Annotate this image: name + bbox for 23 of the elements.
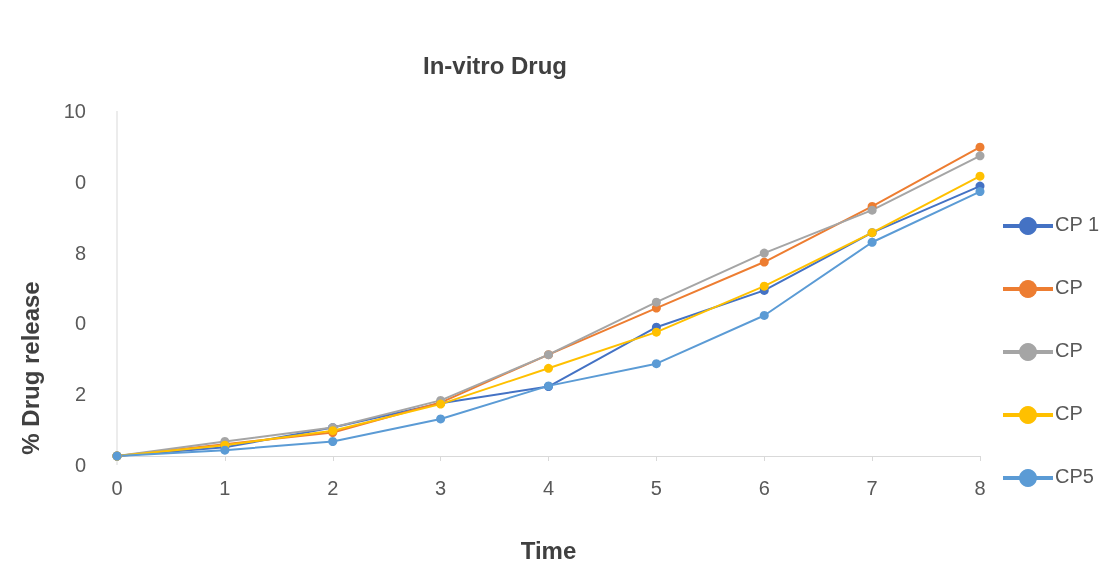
x-tick-label: 3 <box>435 477 447 499</box>
text: 2 <box>74 383 86 406</box>
x-tick-label: 6 <box>758 477 770 499</box>
chart-title: In-vitro Drug <box>423 51 567 79</box>
x-tick-label: 2 <box>327 477 339 499</box>
text: 10 <box>63 100 86 122</box>
legend-label: CP <box>1055 402 1083 424</box>
text: 0 <box>74 312 86 335</box>
text: 0 <box>74 170 86 193</box>
x-tick-label: 7 <box>866 477 878 499</box>
legend-label: CP 1 <box>1055 213 1100 235</box>
x-tick-label: 5 <box>650 477 662 499</box>
text: 0 <box>74 454 86 476</box>
y-axis-title: % Drug release <box>16 281 44 455</box>
x-tick-label: 1 <box>219 477 231 499</box>
x-tick-label: 8 <box>974 477 986 499</box>
x-axis-title: Time <box>520 536 577 564</box>
text: 8 <box>74 241 86 264</box>
legend-label: CP5 <box>1055 465 1094 487</box>
legend-label: CP <box>1055 339 1083 361</box>
legend-label: CP <box>1055 276 1083 298</box>
x-tick-label: 4 <box>542 477 555 499</box>
x-tick-label: 0 <box>111 477 123 499</box>
